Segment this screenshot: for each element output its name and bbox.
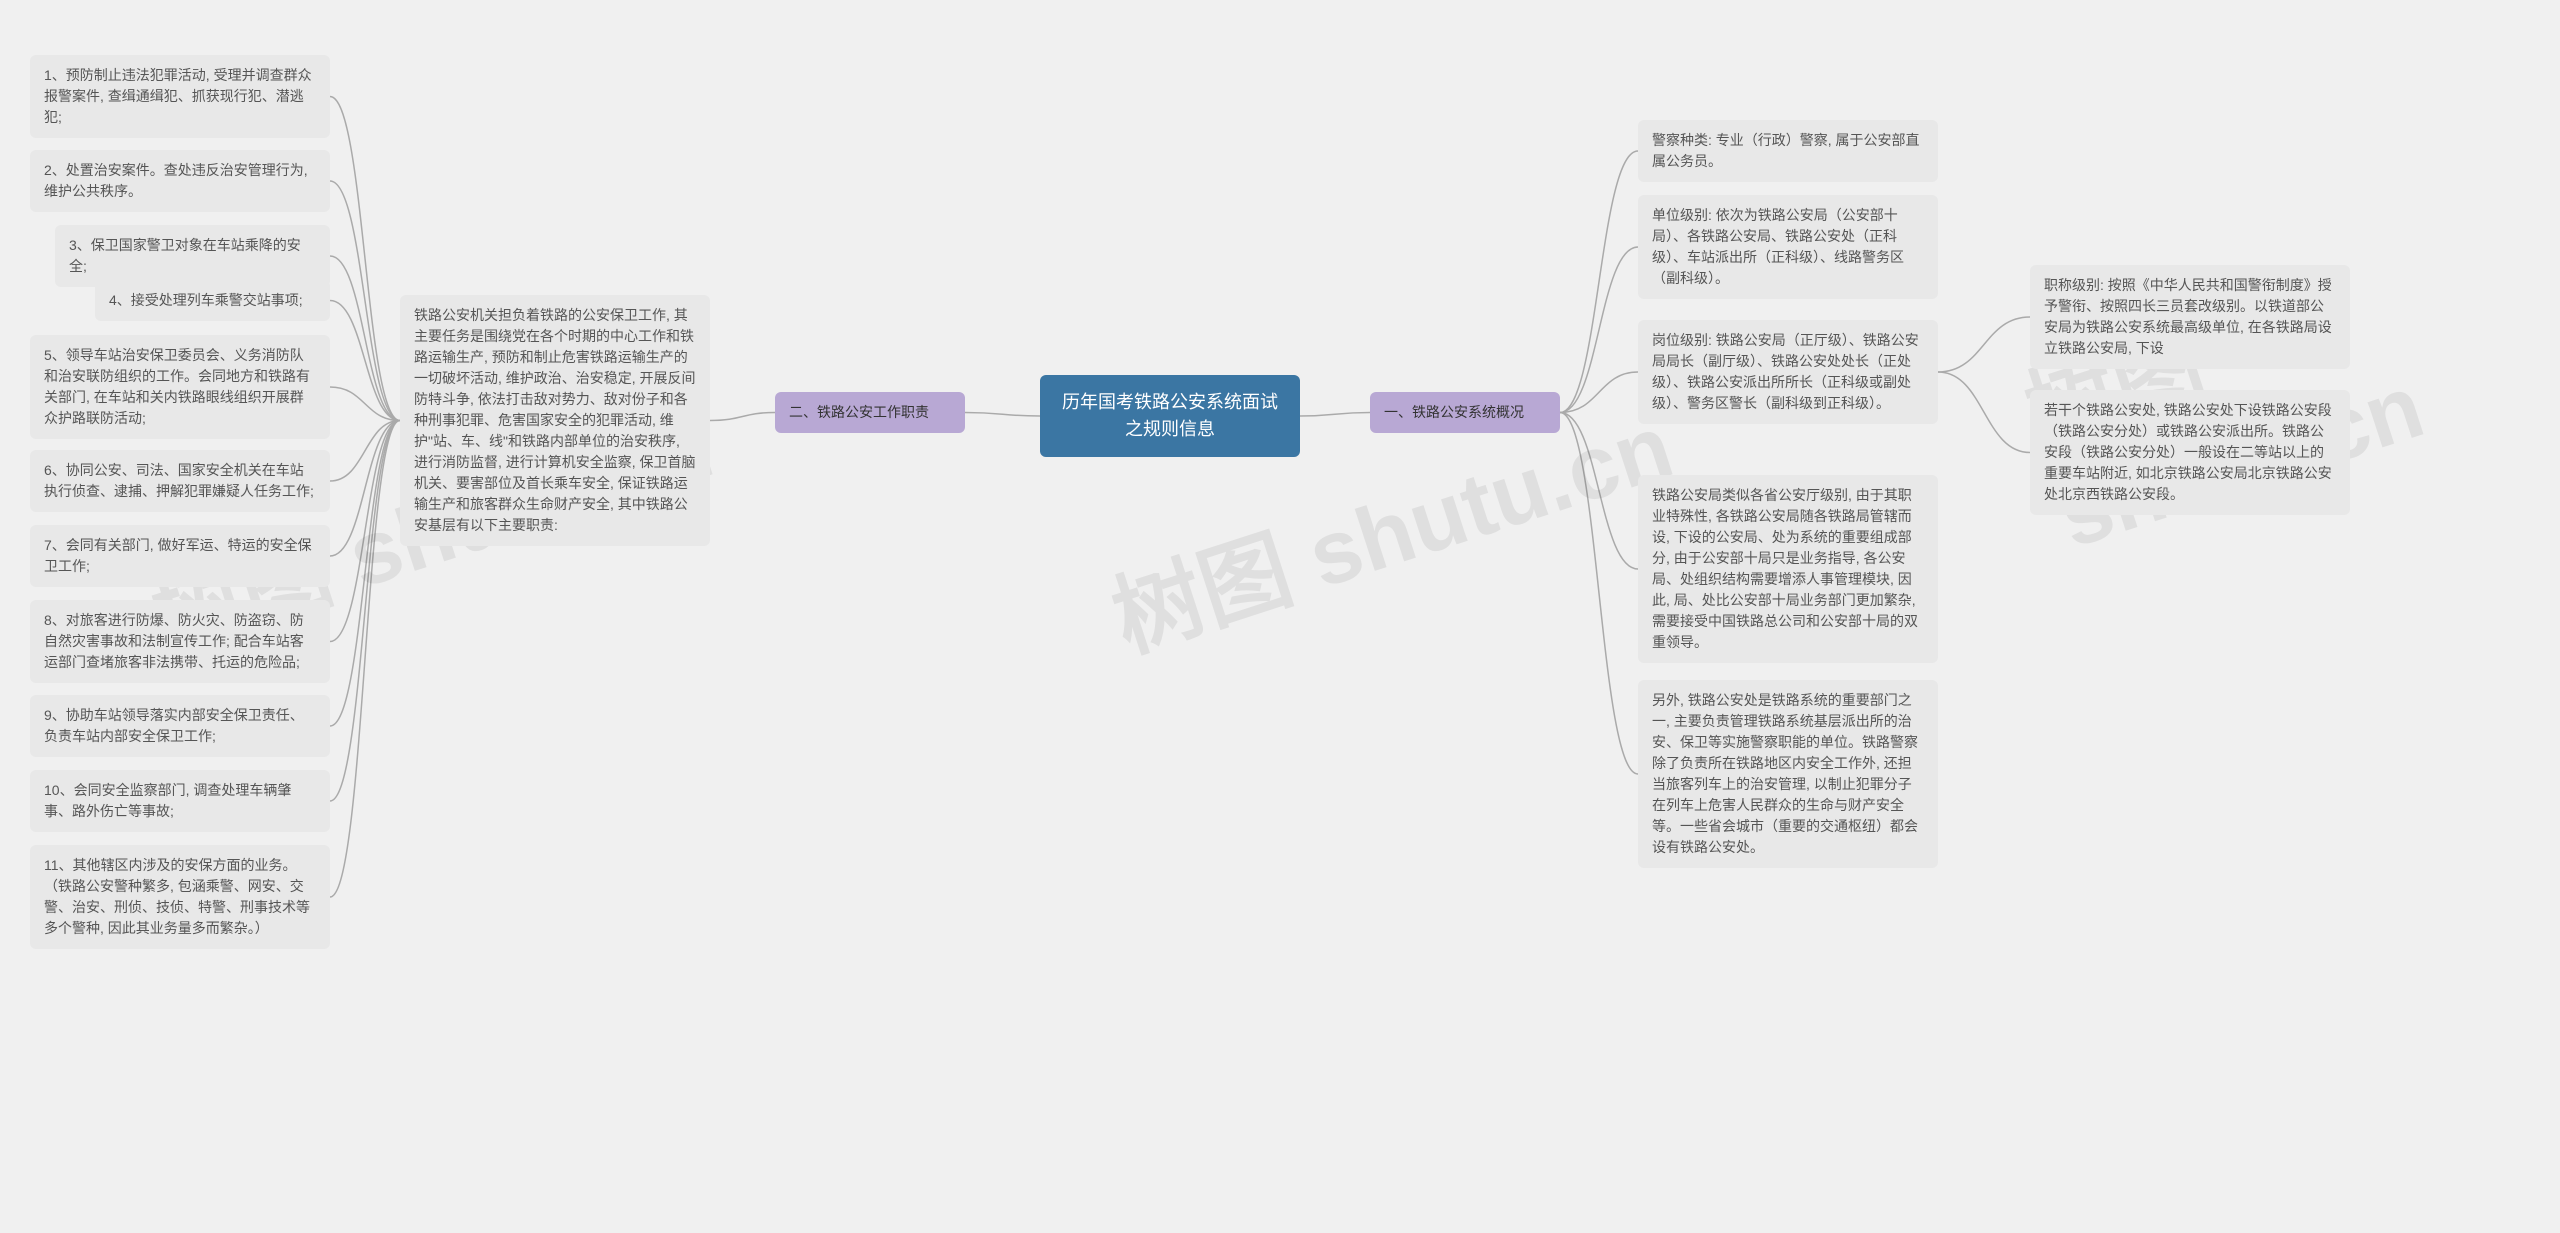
leaf-1-0-5: 6、协同公安、司法、国家安全机关在车站执行侦查、逮捕、押解犯罪嫌疑人任务工作; xyxy=(30,450,330,512)
branch-1: 二、铁路公安工作职责 xyxy=(775,392,965,433)
leaf-1-0-9: 10、会同安全监察部门, 调查处理车辆肇事、路外伤亡等事故; xyxy=(30,770,330,832)
leaf-0-2-0: 职称级别: 按照《中华人民共和国警衔制度》授予警衔、按照四长三员套改级别。以铁道… xyxy=(2030,265,2350,369)
leaf-0-0: 警察种类: 专业（行政）警察, 属于公安部直属公务员。 xyxy=(1638,120,1938,182)
leaf-0-2: 岗位级别: 铁路公安局（正厅级）、铁路公安局局长（副厅级）、铁路公安处处长（正处… xyxy=(1638,320,1938,424)
leaf-1-0: 铁路公安机关担负着铁路的公安保卫工作, 其主要任务是围绕党在各个时期的中心工作和… xyxy=(400,295,710,546)
connectors-layer xyxy=(0,0,2560,1233)
leaf-1-0-4: 5、领导车站治安保卫委员会、义务消防队和治安联防组织的工作。会同地方和铁路有关部… xyxy=(30,335,330,439)
branch-0: 一、铁路公安系统概况 xyxy=(1370,392,1560,433)
leaf-1-0-8: 9、协助车站领导落实内部安全保卫责任、负责车站内部安全保卫工作; xyxy=(30,695,330,757)
leaf-0-2-1: 若干个铁路公安处, 铁路公安处下设铁路公安段（铁路公安分处）或铁路公安派出所。铁… xyxy=(2030,390,2350,515)
leaf-1-0-10: 11、其他辖区内涉及的安保方面的业务。（铁路公安警种繁多, 包涵乘警、网安、交警… xyxy=(30,845,330,949)
center-node: 历年国考铁路公安系统面试之规则信息 xyxy=(1040,375,1300,457)
leaf-1-0-2: 3、保卫国家警卫对象在车站乘降的安全; xyxy=(55,225,330,287)
leaf-0-3: 铁路公安局类似各省公安厅级别, 由于其职业特殊性, 各铁路公安局随各铁路局管辖而… xyxy=(1638,475,1938,663)
leaf-1-0-3: 4、接受处理列车乘警交站事项; xyxy=(95,280,330,321)
leaf-1-0-7: 8、对旅客进行防爆、防火灾、防盗窃、防自然灾害事故和法制宣传工作; 配合车站客运… xyxy=(30,600,330,683)
leaf-1-0-6: 7、会同有关部门, 做好军运、特运的安全保卫工作; xyxy=(30,525,330,587)
leaf-0-4: 另外, 铁路公安处是铁路系统的重要部门之一, 主要负责管理铁路系统基层派出所的治… xyxy=(1638,680,1938,868)
leaf-0-1: 单位级别: 依次为铁路公安局（公安部十局）、各铁路公安局、铁路公安处（正科级）、… xyxy=(1638,195,1938,299)
leaf-1-0-0: 1、预防制止违法犯罪活动, 受理并调查群众报警案件, 查缉通缉犯、抓获现行犯、潜… xyxy=(30,55,330,138)
leaf-1-0-1: 2、处置治安案件。查处违反治安管理行为, 维护公共秩序。 xyxy=(30,150,330,212)
